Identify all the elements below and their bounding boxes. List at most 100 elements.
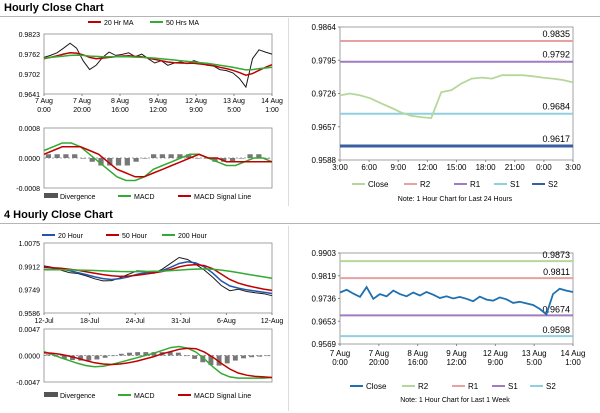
divergence-bar xyxy=(118,353,124,356)
y-tick-label: 0.0008 xyxy=(19,126,41,133)
legend-label: Close xyxy=(368,180,389,189)
divergence-bar xyxy=(98,158,104,166)
divergence-bar xyxy=(192,355,198,359)
level-label-s2: 0.9598 xyxy=(542,325,570,335)
divergence-bar xyxy=(63,154,69,158)
last-week-chart: 0.9903 0.9819 0.9736 0.9653 0.9569 0.9873 0.98… xyxy=(312,249,586,404)
panel-divider-bottom xyxy=(288,226,289,411)
divergence-bar xyxy=(241,355,246,359)
legend-label: S1 xyxy=(510,180,520,189)
divergence-bar xyxy=(232,355,238,361)
y-tick-label: 0.9749 xyxy=(19,288,41,295)
x-tick-label: 9:00 xyxy=(390,163,406,172)
divergence-bar xyxy=(115,158,122,166)
x-tick-label: 5:00 xyxy=(227,107,241,114)
divergence-bar xyxy=(127,352,132,356)
legend-label: MACD Signal Line xyxy=(194,194,251,201)
x-tick-label: 20:00 xyxy=(369,358,390,367)
level-label-s2: 0.9617 xyxy=(542,134,570,144)
divergence-bar xyxy=(264,158,271,159)
divergence-bar xyxy=(177,154,183,158)
y-tick-label: 0.9588 xyxy=(312,156,337,165)
panel-divider-top xyxy=(288,18,289,206)
level-label-r1: 0.9792 xyxy=(542,50,570,60)
x-tick-label: 13 Aug xyxy=(223,98,245,105)
series-line-macd-signal-line xyxy=(43,146,272,178)
legend-label: Divergence xyxy=(60,393,96,400)
x-tick-label: 18-Jul xyxy=(80,318,100,325)
x-tick-label: 14 Aug xyxy=(261,98,283,105)
divergence-bar xyxy=(208,355,214,366)
divergence-bar xyxy=(257,355,263,357)
y-tick-label: 0.9657 xyxy=(312,123,337,132)
x-tick-label: 0:00 xyxy=(536,163,552,172)
y-tick-label: 0.9819 xyxy=(312,272,337,281)
legend-label: Close xyxy=(366,382,387,391)
divergence-bar xyxy=(186,154,192,158)
legend-label: S2 xyxy=(546,382,556,391)
y-tick-label: 0.0000 xyxy=(19,156,41,163)
series-line-50-hrs-ma xyxy=(43,54,273,71)
last-24-hours-chart: 0.9864 0.9795 0.9726 0.9657 0.9588 0.9835 0.97… xyxy=(312,23,582,203)
legend-label: R1 xyxy=(468,382,479,391)
x-tick-label: 31-Jul xyxy=(171,318,191,325)
divergence-bar xyxy=(224,355,230,364)
y-tick-label: 0.9795 xyxy=(312,56,337,65)
divergence-bar xyxy=(133,158,139,162)
chart-note: Note: 1 Hour Chart for Last 24 Hours xyxy=(398,196,513,203)
x-tick-label: 3:00 xyxy=(332,163,348,172)
y-tick-label: 0.9912 xyxy=(19,264,41,271)
divergence-bar xyxy=(221,158,227,162)
legend-label: MACD xyxy=(134,393,155,400)
legend-label: S1 xyxy=(508,382,518,391)
y-tick-label: -0.0008 xyxy=(16,186,40,193)
divergence-bar xyxy=(110,355,116,357)
series-line-price xyxy=(43,256,273,297)
x-tick-label: 6:00 xyxy=(361,163,377,172)
x-tick-label: 15:00 xyxy=(446,163,467,172)
divergence-bar xyxy=(249,355,255,358)
divergence-bar xyxy=(70,355,75,361)
y-tick-label: 0.9762 xyxy=(19,52,41,59)
divergence-bar xyxy=(54,154,60,158)
divergence-bar xyxy=(175,352,181,356)
y-tick-label: 0.9726 xyxy=(312,90,337,99)
x-tick-label: 8 Aug xyxy=(407,349,427,358)
series-line-price xyxy=(43,42,273,89)
section-separator-middle xyxy=(0,223,600,224)
x-tick-label: 6-Aug xyxy=(217,318,236,325)
x-tick-label: 24-Jul xyxy=(126,318,146,325)
y-tick-label: 1.0075 xyxy=(19,241,41,248)
plot-frame xyxy=(43,33,273,95)
divergence-bar xyxy=(216,355,222,366)
level-label-r2: 0.9873 xyxy=(542,250,570,260)
y-tick-label: 0.9903 xyxy=(312,249,337,258)
x-tick-label: 12 Aug xyxy=(185,98,207,105)
x-tick-label: 13 Aug xyxy=(522,349,547,358)
divergence-bar xyxy=(159,154,166,158)
divergence-bar xyxy=(124,158,130,166)
legend-label: R1 xyxy=(470,180,481,189)
legend-label: S2 xyxy=(548,180,558,189)
legend-label: 200 Hour xyxy=(178,233,207,240)
four-hourly-section-title: 4 Hourly Close Chart xyxy=(4,209,113,221)
divergence-bar xyxy=(256,154,262,158)
x-tick-label: 12-Aug xyxy=(261,318,284,325)
divergence-bar xyxy=(107,158,113,166)
divergence-bar xyxy=(89,158,95,162)
x-tick-label: 9:00 xyxy=(189,107,203,114)
divergence-bar xyxy=(143,352,149,356)
level-label-s1: 0.9684 xyxy=(542,102,570,112)
divergence-bar xyxy=(229,158,236,162)
x-tick-label: 5:00 xyxy=(526,358,542,367)
x-tick-label: 9:00 xyxy=(488,358,504,367)
divergence-bar xyxy=(167,351,173,356)
x-tick-label: 16:00 xyxy=(408,358,429,367)
y-tick-label: -0.0047 xyxy=(16,380,40,387)
y-tick-label: 0.9736 xyxy=(312,295,337,304)
hourly-macd-chart: 0.0008 0.0000 -0.0008 Divergence MACD MACD Si… xyxy=(16,126,273,201)
divergence-bar xyxy=(203,158,209,159)
divergence-bar xyxy=(142,158,148,159)
